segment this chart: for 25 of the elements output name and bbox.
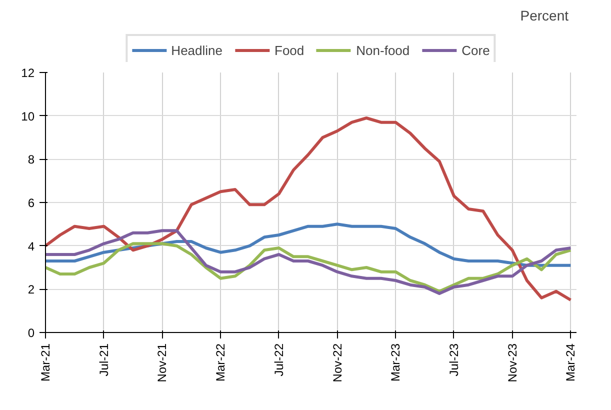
x-tick-label: Nov-22 [330, 343, 344, 382]
y-tick-label: 4 [28, 239, 35, 254]
x-tick-label: Mar-22 [214, 343, 228, 382]
x-tick-label: Nov-23 [505, 343, 520, 382]
y-tick-label: 2 [28, 282, 35, 297]
line-series [46, 116, 572, 302]
x-tick-label: Jul-21 [96, 343, 111, 376]
y-tick-label: 10 [21, 109, 35, 124]
y-tick-label: 6 [28, 196, 35, 210]
y-tick-label: 8 [28, 152, 35, 167]
y-tick-label: 12 [21, 66, 35, 80]
text: Percent [520, 8, 569, 24]
x-tick-label: Nov-21 [155, 343, 170, 382]
x-tick-label: Mar-23 [388, 343, 403, 382]
y-tick-label: 0 [28, 326, 35, 340]
legend-label: Food [274, 42, 304, 58]
legend-label: Headline [171, 42, 223, 58]
x-tick-label: Mar-21 [38, 343, 52, 382]
x-tick-label: Mar-24 [564, 343, 578, 382]
legend-label: Core [462, 42, 490, 58]
line-series [46, 229, 572, 295]
legend-label: Non-food [356, 42, 410, 58]
line-series [46, 242, 572, 293]
x-tick-label: Jul-22 [272, 343, 286, 376]
x-tick-label: Jul-23 [446, 343, 461, 376]
